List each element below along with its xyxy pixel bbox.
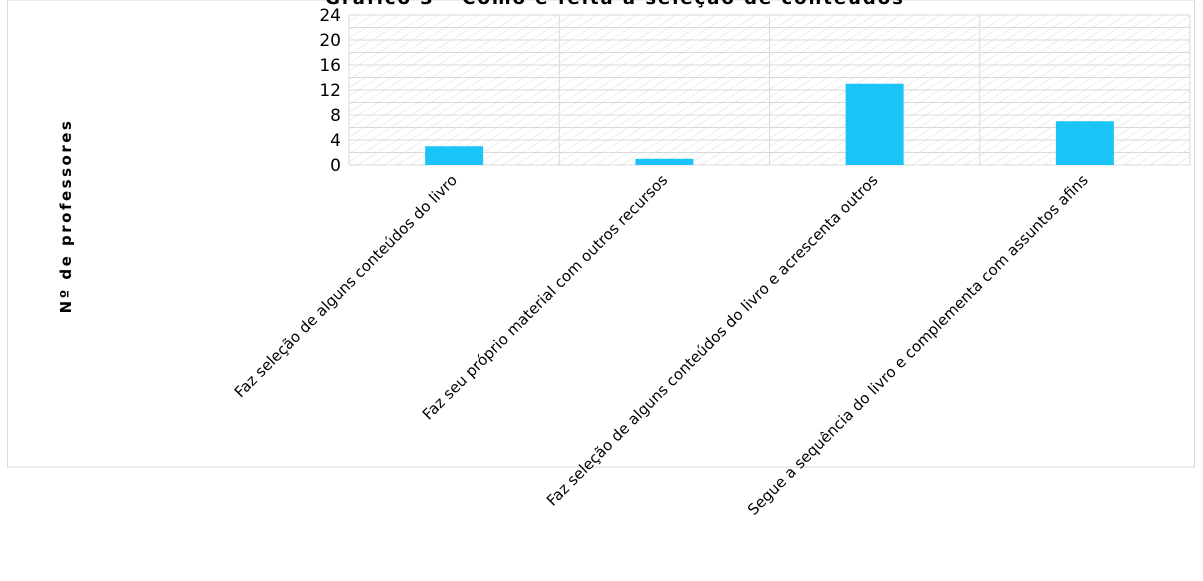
gridlines [348, 14, 1191, 166]
bar-1 [425, 146, 484, 165]
bar-3 [845, 83, 904, 165]
y-tick-label: 16 [319, 56, 341, 76]
y-tick-label: 0 [330, 156, 341, 176]
y-tick-label: 4 [330, 131, 341, 151]
y-axis-label: Nº de professores [57, 119, 75, 314]
bar-2 [635, 158, 694, 165]
bars [425, 83, 1114, 165]
y-tick-label: 12 [319, 81, 341, 101]
chart-title: Gráfico 3 – Como é feita a seleção de co… [325, 0, 905, 9]
y-tick-labels: 0 4 8 12 16 20 24 [319, 6, 341, 176]
y-tick-label: 24 [319, 6, 341, 26]
bar-4 [1055, 121, 1114, 165]
y-tick-label: 8 [330, 106, 341, 126]
y-tick-label: 20 [319, 31, 341, 51]
